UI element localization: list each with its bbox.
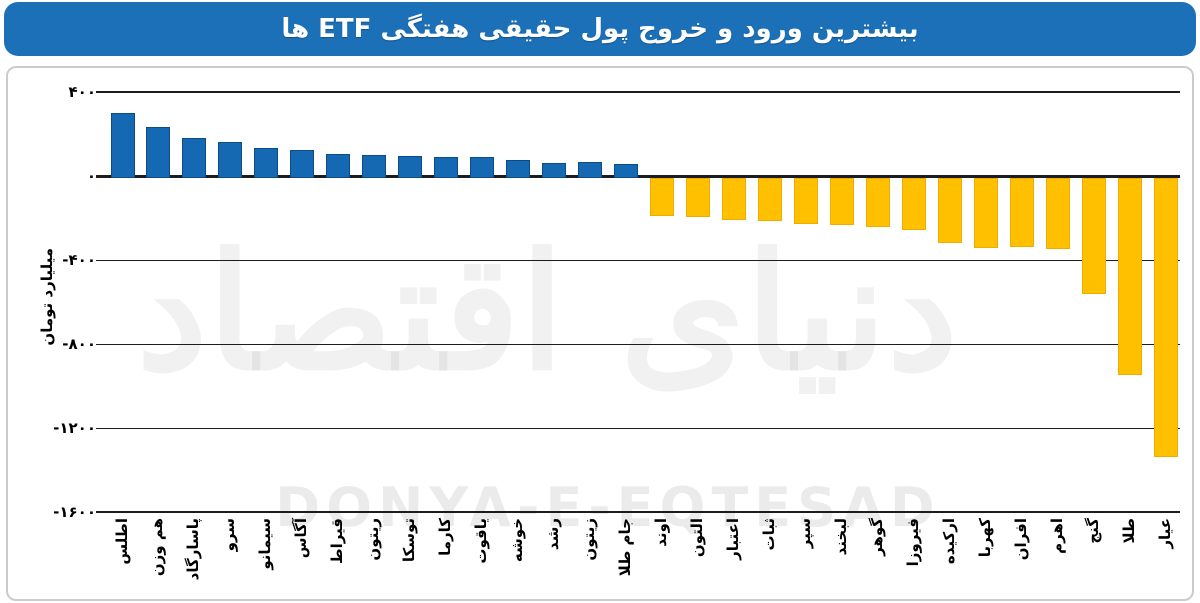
y-axis-title: میلیارد تومان [38, 248, 56, 346]
y-tick-label: -۱۲۰۰ [53, 419, 96, 437]
inflow-bar-اطلس [110, 113, 135, 178]
outflow-bar-افران [1009, 177, 1034, 247]
outflow-bar-لبخند [829, 177, 854, 226]
watermark-latin: DONYA-E-EQTESAD [275, 476, 941, 539]
outflow-bar-التون [686, 177, 711, 217]
inflow-bar-رشد [542, 162, 567, 178]
x-label-28: طلا [1119, 518, 1138, 544]
inflow-bar-یاقوت [470, 156, 495, 178]
outflow-bar-ثبات [757, 177, 782, 222]
inflow-bar-پاسارگاد [182, 138, 207, 178]
outflow-bar-اوند [650, 177, 675, 217]
inflow-bar-خوشه [506, 160, 531, 178]
inflow-bar-ریتون [362, 154, 387, 178]
chart-title: بیشترین ورود و خروج پول حقیقی هفتگی ETF … [281, 14, 919, 44]
x-label-3: سرو [220, 518, 239, 552]
watermark-farsi: دنیای اقتصاد [136, 218, 958, 406]
x-label-25: افران [1011, 518, 1030, 561]
outflow-bar-گوهر [865, 177, 890, 227]
x-label-7: ریتون [364, 518, 383, 561]
outflow-bar-گنج [1081, 177, 1106, 295]
x-label-11: خوشه [508, 518, 527, 563]
outflow-bar-اهرم [1045, 177, 1070, 250]
inflow-bar-توسکا [398, 156, 423, 178]
x-label-21: گوهر [867, 518, 886, 556]
x-label-24: کهربا [975, 518, 994, 558]
gridline--1200 [96, 427, 1180, 429]
x-label-15: اوند [652, 518, 671, 547]
outflow-bar-ارکیده [937, 177, 962, 243]
outflow-bar-عیار [1153, 177, 1178, 457]
inflow-bar-سیمانو [254, 148, 279, 178]
x-label-23: ارکیده [939, 518, 958, 565]
x-label-14: جام طلا [616, 518, 635, 577]
x-label-13: زیتون [580, 518, 599, 561]
x-label-29: عیار [1155, 518, 1174, 549]
gridline--400 [96, 259, 1180, 261]
y-tick-label: ۴۰۰ [68, 83, 96, 101]
inflow-bar-سرو [218, 142, 243, 178]
x-label-9: کارما [436, 518, 455, 556]
gridline--1600 [96, 511, 1180, 513]
inflow-bar-کارما [434, 156, 459, 178]
x-label-20: لبخند [831, 518, 850, 556]
inflow-bar-هم وزن [146, 126, 171, 178]
inflow-bar-قیراط [326, 153, 351, 178]
y-tick-label: -۴۰۰ [62, 251, 96, 269]
x-label-8: توسکا [400, 518, 419, 563]
outflow-bar-فیروزا [901, 177, 926, 231]
x-label-27: گنج [1083, 518, 1102, 544]
chart-title-banner: بیشترین ورود و خروج پول حقیقی هفتگی ETF … [4, 2, 1196, 56]
inflow-bar-جام طلا [614, 163, 639, 178]
y-tick-label: -۸۰۰ [62, 335, 96, 353]
gridline--800 [96, 343, 1180, 345]
x-label-6: قیراط [328, 518, 347, 564]
x-label-22: فیروزا [903, 518, 922, 567]
outflow-bar-کهربا [973, 177, 998, 248]
x-label-0: اطلس [112, 518, 131, 565]
x-label-2: پاسارگاد [184, 518, 203, 581]
x-label-10: یاقوت [472, 518, 491, 564]
x-label-4: سیمانو [256, 518, 275, 570]
x-label-16: التون [688, 518, 707, 558]
outflow-bar-طلا [1117, 177, 1142, 375]
gridline-400 [96, 91, 1180, 93]
x-label-18: ثبات [759, 518, 778, 551]
y-tick-label: -۱۶۰۰ [53, 503, 96, 521]
x-label-19: سپر [795, 518, 814, 549]
y-tick-label: ۰ [86, 167, 96, 185]
x-label-5: آگاس [292, 518, 311, 559]
inflow-bar-آگاس [290, 149, 315, 178]
x-label-1: هم وزن [148, 518, 167, 577]
inflow-bar-زیتون [578, 162, 603, 178]
x-label-26: اهرم [1047, 518, 1066, 554]
outflow-bar-سپر [793, 177, 818, 225]
x-label-17: اعتبار [723, 518, 742, 560]
outflow-bar-اعتبار [721, 177, 746, 221]
x-label-12: رشد [544, 518, 563, 551]
